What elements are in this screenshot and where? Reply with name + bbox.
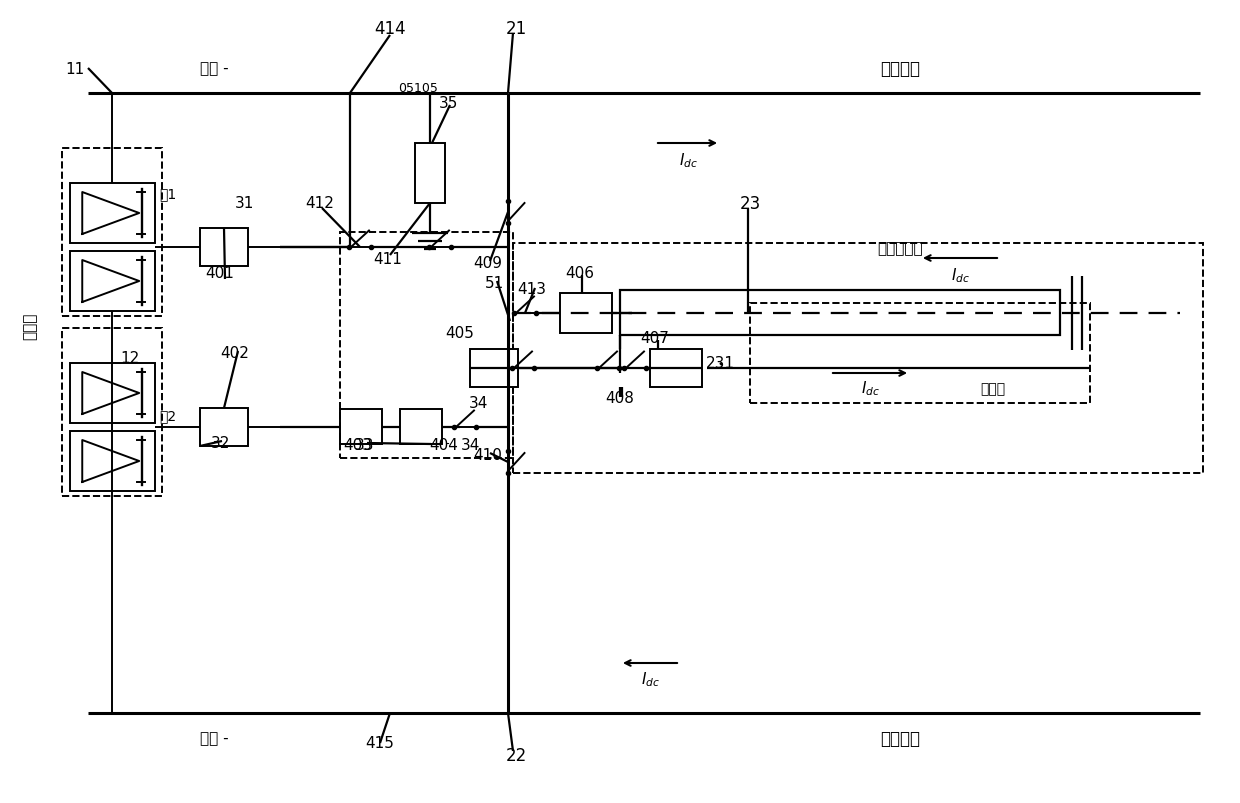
- Text: 413: 413: [517, 281, 547, 296]
- Text: 直流线路: 直流线路: [880, 729, 920, 747]
- Bar: [750, 304, 1090, 403]
- Text: 11: 11: [66, 61, 84, 76]
- Text: 22: 22: [506, 746, 527, 764]
- Bar: [340, 233, 513, 459]
- Text: 接地极: 接地极: [980, 381, 1006, 396]
- Bar: [560, 294, 613, 333]
- Bar: [69, 431, 155, 491]
- Text: 402: 402: [221, 346, 249, 361]
- Text: $I_{dc}$: $I_{dc}$: [641, 670, 660, 688]
- Text: 34: 34: [469, 396, 487, 411]
- Text: 231: 231: [706, 356, 734, 371]
- Bar: [415, 144, 445, 204]
- Text: 接地极线路: 接地极线路: [877, 241, 923, 256]
- Text: 35: 35: [438, 96, 458, 112]
- Text: 407: 407: [641, 331, 670, 346]
- Text: 51: 51: [485, 276, 505, 291]
- Text: 406: 406: [565, 266, 594, 281]
- Text: 05105: 05105: [398, 83, 438, 96]
- Bar: [340, 410, 382, 444]
- Text: 31: 31: [236, 196, 254, 211]
- Bar: [401, 410, 441, 444]
- Bar: [69, 184, 155, 243]
- Text: 直流线路: 直流线路: [880, 60, 920, 78]
- Bar: [69, 364, 155, 423]
- Text: 34: 34: [460, 438, 480, 453]
- Text: 正极 -: 正极 -: [200, 61, 228, 76]
- Bar: [620, 291, 1060, 336]
- Text: $I_{dc}$: $I_{dc}$: [951, 267, 970, 285]
- Text: 负极 -: 负极 -: [200, 731, 228, 745]
- Text: 412: 412: [305, 196, 335, 211]
- Bar: [513, 243, 1203, 474]
- Text: 21: 21: [506, 20, 527, 38]
- Bar: [69, 251, 155, 312]
- Text: 411: 411: [373, 251, 403, 266]
- Text: 23: 23: [739, 195, 760, 213]
- Bar: [200, 229, 248, 267]
- Text: $I_{dc}$: $I_{dc}$: [861, 379, 879, 397]
- Text: 410: 410: [474, 448, 502, 463]
- Text: 12: 12: [120, 351, 140, 366]
- Text: 403: 403: [343, 438, 372, 453]
- Bar: [650, 349, 702, 388]
- Bar: [62, 149, 162, 316]
- Bar: [62, 328, 162, 496]
- Text: 32: 32: [211, 436, 229, 451]
- Text: 409: 409: [474, 256, 502, 271]
- Bar: [470, 349, 518, 388]
- Text: 415: 415: [366, 736, 394, 751]
- Text: 极1: 极1: [160, 187, 176, 201]
- Text: 33: 33: [355, 438, 374, 453]
- Text: 404: 404: [429, 438, 459, 453]
- Text: 极2: 极2: [160, 409, 176, 422]
- Text: 414: 414: [374, 20, 405, 38]
- Text: 整流站: 整流站: [22, 312, 37, 339]
- Text: $I_{dc}$: $I_{dc}$: [678, 152, 697, 170]
- Text: 401: 401: [206, 266, 234, 281]
- Text: 405: 405: [445, 326, 475, 341]
- Bar: [200, 409, 248, 446]
- Text: 408: 408: [605, 391, 635, 406]
